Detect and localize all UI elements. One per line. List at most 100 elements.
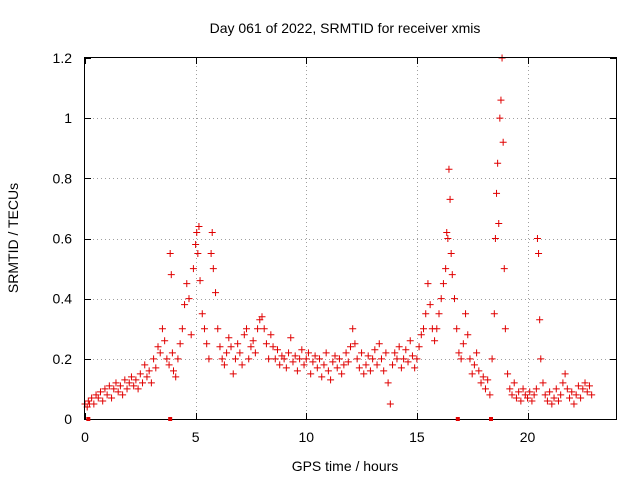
data-point xyxy=(572,391,580,399)
data-point xyxy=(528,397,536,405)
data-point xyxy=(360,370,368,378)
data-point xyxy=(446,195,454,203)
data-point xyxy=(108,394,116,402)
data-point xyxy=(218,355,226,363)
data-point xyxy=(134,385,142,393)
data-point xyxy=(285,349,293,357)
data-point xyxy=(486,391,494,399)
data-point xyxy=(251,349,259,357)
data-point xyxy=(136,370,144,378)
data-point xyxy=(88,394,96,402)
data-point xyxy=(444,235,452,242)
data-point xyxy=(273,346,281,354)
data-point xyxy=(327,376,335,384)
gap-marker xyxy=(86,417,91,421)
data-point xyxy=(351,340,359,348)
data-point xyxy=(220,361,228,369)
data-point xyxy=(174,355,182,363)
data-point xyxy=(183,280,191,288)
data-point xyxy=(433,325,441,333)
data-point xyxy=(557,391,565,399)
data-point xyxy=(208,228,216,236)
y-tick-label: 0.6 xyxy=(53,231,73,247)
data-point xyxy=(479,373,487,381)
data-point xyxy=(300,361,308,369)
data-point xyxy=(166,250,174,258)
data-point xyxy=(238,361,246,369)
data-point xyxy=(506,385,514,393)
data-point xyxy=(296,355,304,363)
data-point xyxy=(364,352,372,360)
data-point xyxy=(566,394,574,402)
data-point xyxy=(406,337,414,345)
data-point xyxy=(342,349,350,357)
data-point xyxy=(161,337,169,345)
data-point xyxy=(559,379,567,387)
data-point xyxy=(302,355,310,363)
data-point xyxy=(439,280,447,288)
data-point xyxy=(101,385,109,393)
data-point xyxy=(318,373,326,381)
x-axis-label: GPS time / hours xyxy=(292,458,399,474)
data-point xyxy=(280,355,288,363)
data-point xyxy=(320,361,328,369)
data-point xyxy=(123,385,131,393)
y-tick-label: 0.2 xyxy=(53,351,73,367)
data-point xyxy=(298,346,306,354)
data-point xyxy=(313,364,321,372)
data-point xyxy=(445,165,453,173)
data-point xyxy=(577,394,585,402)
data-point xyxy=(240,331,248,339)
gap-markers xyxy=(86,417,493,421)
data-point xyxy=(225,334,233,342)
y-tick-label: 0 xyxy=(64,411,72,427)
data-point xyxy=(209,265,217,273)
data-point xyxy=(193,228,201,236)
data-point xyxy=(195,222,203,230)
data-point xyxy=(181,301,189,309)
data-point xyxy=(172,373,180,381)
data-point xyxy=(393,355,401,363)
data-point xyxy=(588,391,596,399)
data-point xyxy=(229,370,237,378)
data-point xyxy=(112,379,120,387)
data-point xyxy=(570,400,578,408)
y-tick-label: 0.4 xyxy=(53,291,73,307)
data-point xyxy=(139,379,147,387)
x-tick-label: 0 xyxy=(81,429,89,445)
data-point xyxy=(417,331,425,339)
data-point xyxy=(262,340,270,348)
data-point xyxy=(335,355,343,363)
data-point xyxy=(524,394,531,402)
data-point xyxy=(130,382,138,390)
data-point xyxy=(585,382,593,390)
data-point xyxy=(340,361,348,369)
data-point xyxy=(156,349,164,357)
data-point xyxy=(198,310,206,318)
gap-marker xyxy=(168,417,173,421)
data-point xyxy=(187,331,195,339)
data-point xyxy=(373,361,381,369)
data-point xyxy=(389,361,397,369)
data-point xyxy=(493,189,501,197)
y-tick-labels: 0 0.2 0.4 0.6 0.8 1 1.2 xyxy=(53,50,73,427)
data-point xyxy=(355,364,363,372)
data-point xyxy=(158,325,166,333)
data-point xyxy=(535,250,543,258)
data-point xyxy=(554,397,562,405)
data-point xyxy=(488,355,496,363)
plot-frame xyxy=(84,57,617,420)
data-point xyxy=(103,391,111,399)
data-point xyxy=(375,340,383,348)
data-point xyxy=(243,325,251,333)
data-point xyxy=(459,340,467,348)
data-point xyxy=(141,361,149,369)
grid-layer xyxy=(85,58,616,419)
data-point xyxy=(579,385,587,393)
x-tick-label: 5 xyxy=(192,429,200,445)
data-point xyxy=(466,355,474,363)
data-point xyxy=(349,325,357,333)
data-point xyxy=(200,325,208,333)
data-point xyxy=(231,355,239,363)
